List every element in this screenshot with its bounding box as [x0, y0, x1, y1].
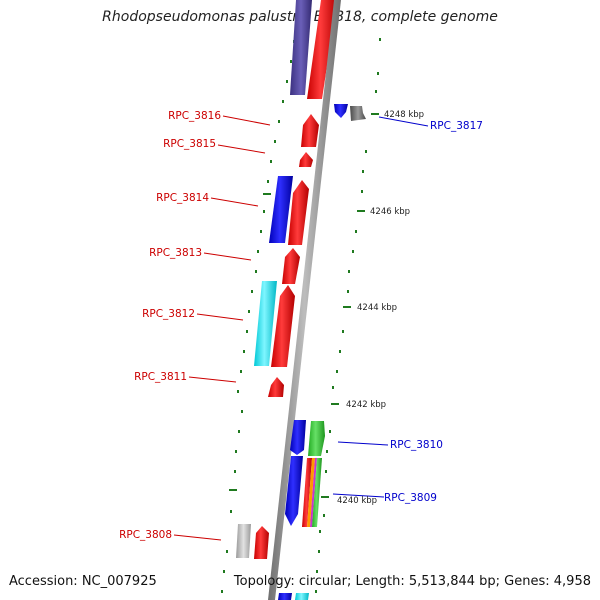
gene-rpc-3814-blue[interactable]	[269, 176, 293, 243]
gene-rpc-3809[interactable]	[312, 458, 322, 527]
top-genes	[290, 0, 337, 99]
gene-rpc-3814[interactable]	[288, 180, 309, 245]
gene-rpc-3812[interactable]	[271, 285, 295, 367]
gene-rpc-3808[interactable]	[254, 526, 269, 559]
genome-backbone	[268, 0, 341, 600]
gene-rpc-3809-blue[interactable]	[285, 456, 303, 526]
gene-rpc-3809-magenta[interactable]	[310, 458, 317, 527]
kbp-tick-label: 4242 kbp	[346, 400, 386, 410]
kbp-tick-label: 4246 kbp	[370, 207, 410, 217]
gene-label-rpc-3815[interactable]: RPC_3815	[163, 138, 216, 150]
gene-rpc-3817-arrows	[334, 104, 366, 121]
accession-text: Accession: NC_007925	[9, 574, 157, 589]
gene-rpc-3813[interactable]	[282, 248, 300, 284]
gene-label-rpc-3813[interactable]: RPC_3813	[149, 247, 202, 259]
gene-label-rpc-3812[interactable]: RPC_3812	[142, 308, 195, 320]
left-dash-track	[221, 40, 295, 593]
gene-label-rpc-3814[interactable]: RPC_3814	[156, 192, 209, 204]
gene-rpc-3809-orange[interactable]	[307, 458, 315, 527]
left-leaders	[173, 115, 271, 541]
kbp-tick-label: 4240 kbp	[337, 496, 377, 506]
genome-summary-text: Topology: circular; Length: 5,513,844 bp…	[233, 574, 591, 589]
right-dash-track	[315, 38, 381, 593]
bottom-genes	[278, 593, 309, 600]
gene-label-rpc-3808[interactable]: RPC_3808	[119, 529, 172, 541]
gene-label-rpc-3816[interactable]: RPC_3816	[168, 110, 221, 122]
gene-rpc-3815[interactable]	[299, 152, 313, 167]
gene-label-rpc-3811[interactable]: RPC_3811	[134, 371, 187, 383]
gene-rpc-3810-blue[interactable]	[290, 420, 306, 455]
gene-rpc-3810[interactable]	[308, 421, 325, 456]
gene-rpc-3809-red[interactable]	[302, 458, 312, 527]
gene-rpc-3816[interactable]	[301, 114, 319, 147]
gene-rpc-3808-gray[interactable]	[236, 524, 251, 558]
gene-label-rpc-3809[interactable]: RPC_3809	[384, 492, 437, 504]
kbp-tick-label: 4248 kbp	[384, 110, 424, 120]
gene-label-rpc-3810[interactable]: RPC_3810	[390, 439, 443, 451]
right-leaders	[332, 116, 429, 498]
gene-label-rpc-3817[interactable]: RPC_3817	[430, 120, 483, 132]
gene-rpc-3812-cyan[interactable]	[254, 281, 277, 366]
gene-rpc-3811[interactable]	[268, 377, 284, 397]
kbp-tick-label: 4244 kbp	[357, 303, 397, 313]
